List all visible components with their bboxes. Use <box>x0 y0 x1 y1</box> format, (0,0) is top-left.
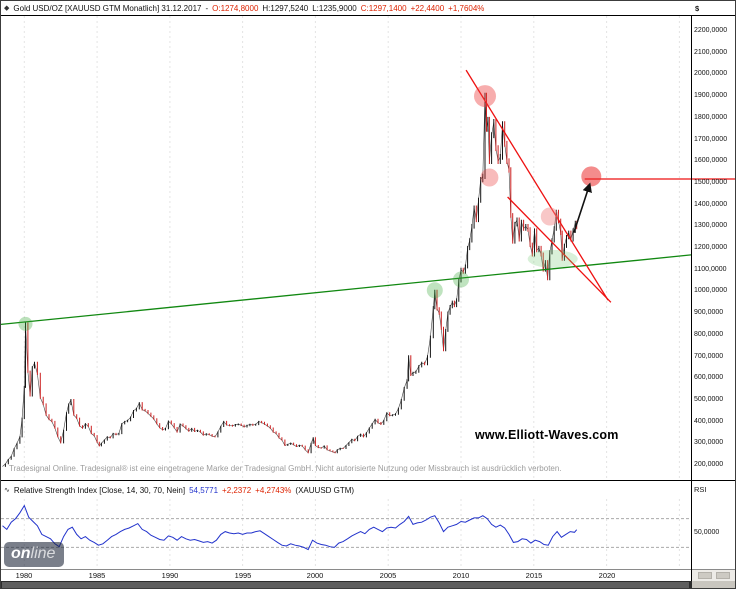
price-axis-label: 2000,0000 <box>694 70 728 77</box>
long-term-green-support <box>1 254 692 326</box>
rsi-value: 54,5771 <box>189 485 219 495</box>
price-axis-label: 200,0000 <box>694 461 724 468</box>
price-axis-label: 1300,0000 <box>694 222 728 229</box>
price-axis-label: 1100,0000 <box>694 266 727 273</box>
logo-text-on: on <box>11 545 31 562</box>
rsi-change-absolute: +2,2372 <box>222 485 252 495</box>
price-axis-label: 1200,0000 <box>694 244 728 251</box>
close-value: C:1297,1400 <box>360 3 407 13</box>
green-circle-2008-top <box>426 282 443 299</box>
price-axis-label: 1000,0000 <box>694 287 728 294</box>
green-ellipse-2015-lows <box>527 249 578 268</box>
green-circle-2010-base <box>453 271 469 288</box>
price-axis-label: 300,0000 <box>694 439 724 446</box>
price-axis-label: 2100,0000 <box>694 49 728 56</box>
price-axis-label: 600,0000 <box>694 374 724 381</box>
price-axis-label: 1800,0000 <box>694 114 728 121</box>
logo-text-line: line <box>30 545 56 562</box>
rsi-axis-label: RSI <box>694 485 707 494</box>
rsi-change-percent: +4,2743% <box>255 485 292 495</box>
red-circle-2011-support <box>480 168 499 187</box>
chart-header: ◆ Gold USD/OZ [XAUUSD GTM Monatlich] 31.… <box>1 1 689 15</box>
time-axis-label: 2015 <box>525 571 543 580</box>
price-axis-label: 1700,0000 <box>694 136 728 143</box>
price-axis-label: 1900,0000 <box>694 92 728 99</box>
price-axis-label: 1400,0000 <box>694 201 728 208</box>
time-axis-label: 1985 <box>88 571 106 580</box>
price-axis-label: 1500,0000 <box>694 179 728 186</box>
red-downtrend-from-2011-top <box>465 69 609 301</box>
high-value: H:1297,5240 <box>262 3 309 13</box>
price-axis-unit: $ <box>695 4 700 13</box>
scrollbar-corner <box>692 581 735 588</box>
pink-circle-2016-rejection <box>540 207 559 226</box>
red-circle-2011-peak <box>474 85 496 108</box>
green-circle-1980-top <box>18 316 33 331</box>
grip-handle-icon <box>716 572 730 579</box>
low-value: L:1235,9000 <box>312 3 357 13</box>
time-axis-label: 1995 <box>234 571 252 580</box>
rsi-symbol: (XAUUSD GTM) <box>295 485 355 495</box>
resize-corner[interactable] <box>692 570 735 581</box>
disclaimer-text: Tradesignal Online. Tradesignal® ist ein… <box>9 464 562 473</box>
header-separator: - <box>205 3 209 13</box>
rsi-line <box>2 504 578 551</box>
tradesignal-online-logo: online <box>4 542 65 567</box>
rsi-header: ∿ Relative Strength Index [Close, 14, 30… <box>1 483 689 497</box>
grip-handle-icon <box>698 572 712 579</box>
instrument-icon: ◆ <box>4 5 10 12</box>
price-bars-up <box>4 92 576 467</box>
chart-title: Gold USD/OZ [XAUUSD GTM Monatlich] 31.12… <box>13 3 202 13</box>
change-percent: +1,7604% <box>448 3 485 13</box>
price-axis-label: 2200,0000 <box>694 27 728 34</box>
price-axis-label: 400,0000 <box>694 418 724 425</box>
time-axis-label: 2020 <box>598 571 616 580</box>
time-axis-label: 2000 <box>306 571 324 580</box>
rsi-mid-value-label: 50,0000 <box>694 529 720 536</box>
elliott-waves-watermark: www.Elliott-Waves.com <box>475 428 619 442</box>
indicator-icon: ∿ <box>4 487 10 494</box>
price-axis-label: 800,0000 <box>694 331 724 338</box>
price-bars-down <box>27 92 578 454</box>
open-value: O:1274,8000 <box>212 3 259 13</box>
horizontal-scrollbar[interactable] <box>1 581 735 588</box>
rsi-title: Relative Strength Index [Close, 14, 30, … <box>13 485 186 495</box>
time-axis-label: 1990 <box>161 571 179 580</box>
time-axis-label: 2010 <box>452 571 470 580</box>
price-axis-label: 1600,0000 <box>694 157 728 164</box>
price-close-line <box>2 96 577 467</box>
red-circle-target <box>581 166 602 187</box>
red-downtrend-secondary <box>507 196 612 303</box>
price-axis-label: 900,0000 <box>694 309 724 316</box>
time-axis-label: 1980 <box>15 571 33 580</box>
projection-arrow <box>573 182 592 234</box>
time-axis-label: 2005 <box>379 571 397 580</box>
price-axis-label: 700,0000 <box>694 353 724 360</box>
price-axis-label: 500,0000 <box>694 396 724 403</box>
change-absolute: +22,4400 <box>410 3 445 13</box>
scrollbar-thumb[interactable] <box>2 582 689 588</box>
